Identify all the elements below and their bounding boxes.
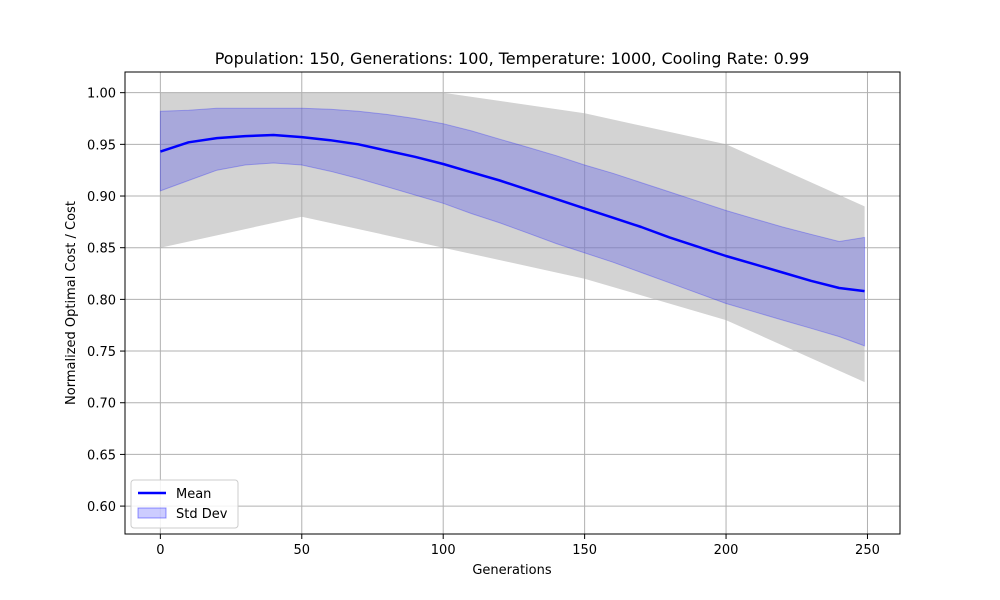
- y-tick-label: 0.70: [87, 397, 116, 412]
- y-tick-label: 1.00: [87, 87, 116, 102]
- x-tick-label: 0: [156, 543, 164, 558]
- x-tick-label: 100: [431, 543, 456, 558]
- chart-title: Population: 150, Generations: 100, Tempe…: [215, 49, 810, 68]
- legend-std-swatch: [137, 507, 167, 519]
- x-tick-label: 200: [714, 543, 739, 558]
- y-tick-label: 0.75: [87, 345, 116, 360]
- plot-area: 0 50 100 150 200 250 0.60 0.65 0.70 0.75 0.80 0.85 0…: [87, 71, 901, 558]
- mean-line: [160, 133, 865, 293]
- y-tick-label: 0.60: [87, 500, 116, 515]
- y-tick-label: 0.85: [87, 242, 116, 257]
- runs-envelope: [160, 92, 865, 383]
- y-tick-label: 0.80: [87, 293, 116, 308]
- plot-frame: [124, 71, 901, 535]
- std-dev-band: [159, 107, 866, 347]
- y-tick-label: 0.65: [87, 448, 116, 463]
- y-tick-label: 0.90: [87, 190, 116, 205]
- x-tick-label: 250: [855, 543, 880, 558]
- y-axis-label: Normalized Optimal Cost / Cost: [64, 201, 79, 405]
- y-tick-label: 0.95: [87, 138, 116, 153]
- legend-std-label: Std Dev: [176, 507, 228, 522]
- legend-mean-label: Mean: [176, 487, 211, 502]
- x-axis-label: Generations: [472, 563, 552, 578]
- x-tick-label: 50: [294, 543, 311, 558]
- x-tick-label: 150: [572, 543, 597, 558]
- legend: Mean Std Dev: [130, 479, 239, 529]
